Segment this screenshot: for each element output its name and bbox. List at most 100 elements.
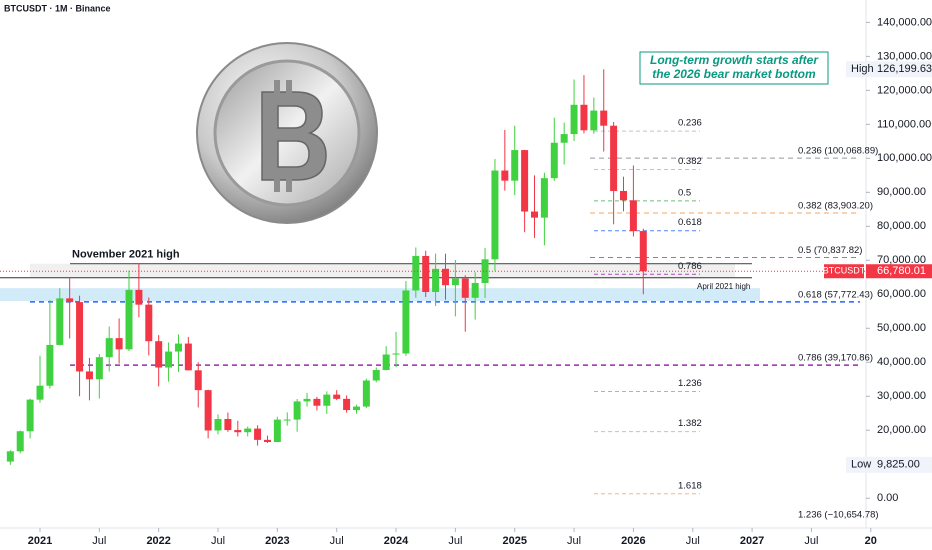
x-tick-label: Jul xyxy=(686,535,700,547)
x-tick-label: 2023 xyxy=(265,535,289,547)
x-tick-label: Jul xyxy=(448,535,462,547)
note-box xyxy=(639,51,829,85)
candle-body xyxy=(95,357,103,380)
fib-label: 0.618 xyxy=(678,217,702,228)
marker-value: 9,825.00 xyxy=(877,459,920,471)
y-tick-label: 130,000.00 xyxy=(877,50,932,62)
candle-body xyxy=(352,406,360,411)
candle-body xyxy=(629,200,637,232)
candle-body xyxy=(85,371,93,380)
y-tick-label: 90,000.00 xyxy=(877,186,926,198)
marker-label: Low xyxy=(851,459,871,471)
candle-body xyxy=(600,110,608,126)
candle-body xyxy=(471,282,479,298)
candle-body xyxy=(36,385,44,400)
candle-body xyxy=(26,399,34,432)
candle-body xyxy=(432,268,440,293)
candle-body xyxy=(105,338,113,358)
fib-label: 0.236 xyxy=(678,118,702,129)
x-tick-label: 2021 xyxy=(28,535,52,547)
support-zone xyxy=(0,288,760,302)
candle-body xyxy=(204,390,212,431)
x-tick-label: Jul xyxy=(211,535,225,547)
candle-body xyxy=(560,134,568,143)
x-tick-label: Jul xyxy=(567,535,581,547)
candle-body xyxy=(382,354,390,371)
candle-body xyxy=(422,255,430,293)
candle-body xyxy=(224,419,232,431)
resistance-zone xyxy=(30,263,735,278)
fib-label: 0.618 (57,772.43) xyxy=(798,289,873,300)
plot-area xyxy=(0,69,866,495)
last-price-name: BTCUSDT xyxy=(823,266,866,276)
candle-body xyxy=(402,290,410,354)
candle-body xyxy=(323,394,331,406)
candle-body xyxy=(6,451,14,462)
candle-body xyxy=(540,178,548,218)
candle-body xyxy=(194,370,202,391)
candle-body xyxy=(521,150,529,212)
bitcoin-logo xyxy=(196,42,378,224)
y-tick-label: 20,000.00 xyxy=(877,424,926,436)
candle-body xyxy=(639,231,647,272)
fib-label: 1.618 xyxy=(678,480,702,491)
x-tick-label: 2027 xyxy=(740,535,764,547)
candle-body xyxy=(254,428,262,440)
candle-body xyxy=(550,142,558,179)
candle-body xyxy=(491,170,499,260)
candle-body xyxy=(610,125,618,191)
candle-body xyxy=(115,338,123,350)
x-tick-label: 2022 xyxy=(146,535,170,547)
fib-label: 0.786 xyxy=(678,261,702,272)
candle-body xyxy=(283,419,291,421)
candle-body xyxy=(263,439,271,442)
candle-body xyxy=(293,401,301,420)
candle-body xyxy=(372,370,380,381)
x-tick-label: 2024 xyxy=(384,535,409,547)
y-tick-label: 140,000.00 xyxy=(877,16,932,28)
fib-label: 1.236 (−10,654.78) xyxy=(798,510,879,521)
fib-label: 0.382 (83,903.20) xyxy=(798,201,873,212)
marker-box xyxy=(846,456,932,473)
fib-label: 0.5 xyxy=(678,187,691,198)
y-tick-label: 30,000.00 xyxy=(877,390,926,402)
candle-body xyxy=(481,259,489,283)
candle-body xyxy=(511,150,519,181)
fib-label: 1.236 xyxy=(678,378,702,389)
y-tick-label: 0.00 xyxy=(877,492,898,504)
candle-body xyxy=(580,104,588,131)
candle-body xyxy=(392,353,400,355)
level-label: April 2021 high xyxy=(697,282,750,291)
candle-body xyxy=(155,341,163,368)
candle-body xyxy=(461,278,469,298)
candle-body xyxy=(214,419,222,431)
candle-body xyxy=(76,302,84,372)
last-price-box xyxy=(866,264,932,279)
candle-body xyxy=(412,255,420,291)
candle-body xyxy=(501,170,509,181)
candle-body xyxy=(165,351,173,368)
level-label: November 2021 high xyxy=(72,249,180,261)
last-price-tag xyxy=(824,264,864,279)
candle-body xyxy=(303,398,311,402)
candle-body xyxy=(244,428,252,433)
y-tick-label: 40,000.00 xyxy=(877,356,926,368)
y-tick-label: 60,000.00 xyxy=(877,288,926,300)
x-tick-label: 20 xyxy=(865,535,877,547)
candle-body xyxy=(362,380,370,407)
candle-body xyxy=(66,298,74,303)
marker-label: High xyxy=(851,63,874,75)
candle-body xyxy=(174,343,182,352)
x-tick-label: Jul xyxy=(330,535,344,547)
y-tick-label: 120,000.00 xyxy=(877,84,932,96)
candle-body xyxy=(343,398,351,411)
candle-body xyxy=(590,110,598,131)
candle-body xyxy=(531,211,538,218)
fib-label: 1.382 xyxy=(678,418,702,429)
y-tick-label: 100,000.00 xyxy=(877,152,932,164)
y-tick-label: 80,000.00 xyxy=(877,220,926,232)
note-text: Long-term growth starts after xyxy=(650,53,819,67)
candle-body xyxy=(135,289,143,305)
